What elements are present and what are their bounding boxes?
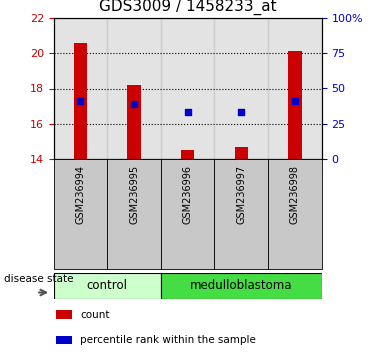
- Bar: [268, 18, 322, 159]
- Bar: [74, 44, 87, 159]
- Text: GSM236995: GSM236995: [129, 165, 139, 224]
- Bar: [181, 150, 195, 159]
- Text: GSM236997: GSM236997: [236, 165, 246, 224]
- Bar: [107, 159, 161, 269]
- Bar: [54, 159, 107, 269]
- Text: GSM236998: GSM236998: [290, 165, 300, 224]
- Text: GSM236996: GSM236996: [183, 165, 193, 224]
- Bar: [161, 273, 322, 299]
- Text: percentile rank within the sample: percentile rank within the sample: [80, 335, 256, 346]
- Bar: [54, 273, 161, 299]
- Point: [131, 101, 137, 107]
- Bar: [161, 159, 214, 269]
- Bar: [161, 18, 214, 159]
- Bar: [54, 18, 107, 159]
- Text: control: control: [87, 279, 128, 292]
- Point: [185, 109, 191, 115]
- Text: count: count: [80, 309, 110, 320]
- Bar: [214, 159, 268, 269]
- Title: GDS3009 / 1458233_at: GDS3009 / 1458233_at: [99, 0, 277, 15]
- Text: medulloblastoma: medulloblastoma: [190, 279, 293, 292]
- Bar: [214, 18, 268, 159]
- Bar: [234, 147, 248, 159]
- Point: [292, 98, 298, 104]
- Bar: [56, 310, 72, 319]
- Point: [238, 109, 244, 115]
- Bar: [288, 51, 301, 159]
- Bar: [56, 336, 72, 344]
- Bar: [127, 85, 141, 159]
- Text: disease state: disease state: [4, 274, 73, 284]
- Point: [77, 98, 83, 104]
- Bar: [107, 18, 161, 159]
- Text: GSM236994: GSM236994: [75, 165, 85, 224]
- Bar: [268, 159, 322, 269]
